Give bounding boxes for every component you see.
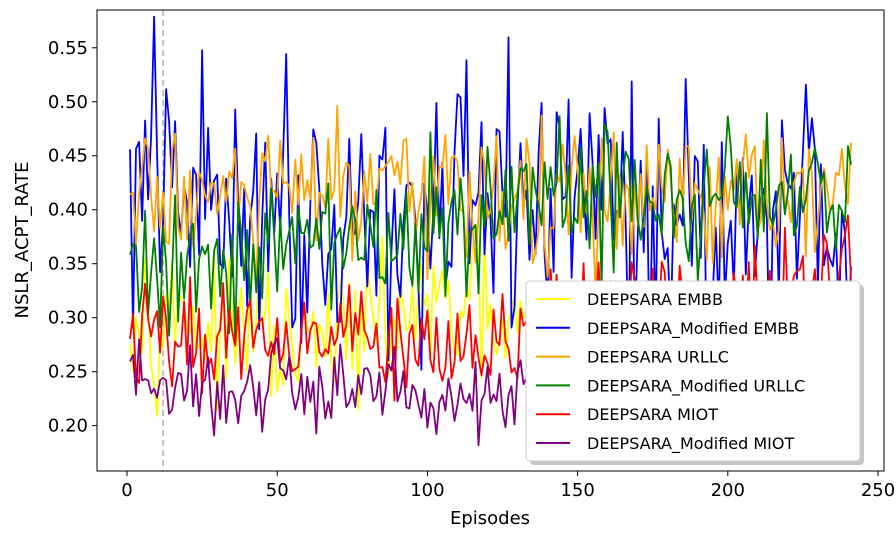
y-tick-label: 0.20: [48, 416, 88, 437]
legend-label: DEEPSARA URLLC: [587, 348, 729, 367]
x-tick-label: 50: [266, 480, 289, 501]
legend-label: DEEPSARA_Modified MIOT: [587, 434, 794, 454]
y-axis-ticks: 0.20 0.25 0.30 0.35 0.40 0.45 0.50 0.55: [48, 38, 97, 437]
y-tick-label: 0.50: [48, 92, 88, 113]
legend-label: DEEPSARA_Modified URLLC: [587, 376, 805, 396]
x-tick-label: 100: [410, 480, 444, 501]
x-tick-label: 150: [560, 480, 594, 501]
y-tick-label: 0.40: [48, 200, 88, 221]
y-tick-label: 0.30: [48, 308, 88, 329]
legend-box: [525, 280, 861, 462]
y-tick-label: 0.25: [48, 362, 88, 383]
legend: DEEPSARA EMBB DEEPSARA_Modified EMBB DEEPS…: [525, 280, 864, 465]
plot-frame: [96, 9, 885, 472]
y-tick-label: 0.55: [48, 38, 88, 59]
y-tick-label: 0.35: [48, 254, 88, 275]
legend-label: DEEPSARA MIOT: [587, 405, 718, 424]
x-tick-label: 0: [121, 480, 132, 501]
series-line-5: [129, 327, 534, 447]
x-tick-label: 200: [711, 480, 745, 501]
y-axis-label: NSLR_ACPT_RATE: [12, 162, 33, 319]
legend-label: DEEPSARA EMBB: [587, 290, 723, 309]
series-line-2: [129, 105, 852, 295]
series-line-1: [129, 15, 852, 387]
x-axis-ticks: 0 50 100 150 200 250: [121, 471, 895, 501]
y-tick-label: 0.45: [48, 146, 88, 167]
legend-label: DEEPSARA_Modified EMBB: [587, 319, 799, 339]
x-axis-label: Episodes: [450, 508, 530, 529]
x-tick-label: 250: [861, 480, 895, 501]
